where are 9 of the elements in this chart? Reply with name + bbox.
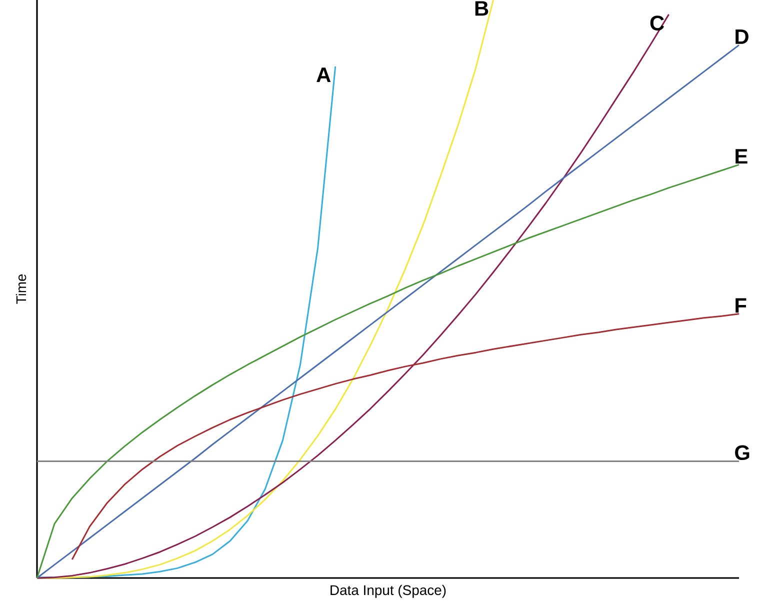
series-label: B [475,1,488,16]
series-label: F [736,298,746,313]
series-label: C [650,16,664,30]
series-label: D [736,29,748,44]
y-axis-title: Time [16,274,26,304]
series-label: G [735,445,750,460]
series-label: E [736,149,748,164]
series-label: A [316,68,331,82]
x-axis-title: Data Input (Space) [330,584,446,598]
